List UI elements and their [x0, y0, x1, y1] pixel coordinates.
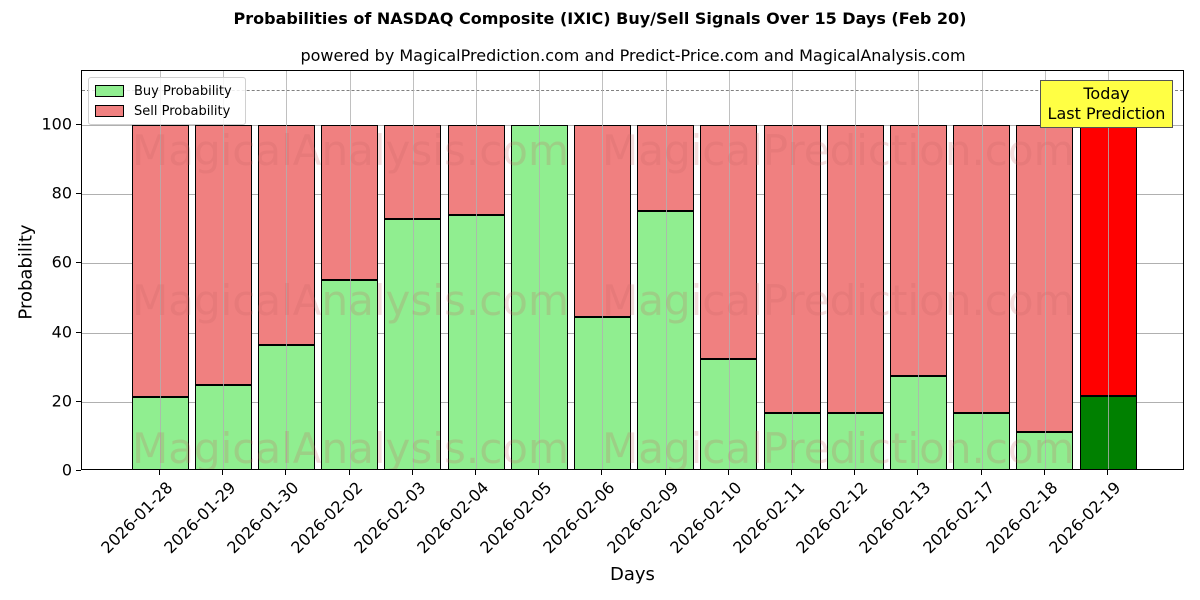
x-tick-mark [222, 470, 224, 475]
grid-line-vertical [223, 71, 225, 469]
grid-line-vertical [602, 71, 604, 469]
grid-line-horizontal [82, 263, 1183, 265]
legend-item-sell: Sell Probability [95, 103, 230, 119]
x-tick-mark [727, 470, 729, 475]
legend: Buy Probability Sell Probability [88, 77, 246, 125]
annotation-line-1: Today [1083, 84, 1130, 103]
grid-line-vertical [1044, 71, 1046, 469]
x-tick-mark [159, 470, 160, 475]
y-tick-label: 40 [51, 322, 72, 342]
y-axis-label: Probability [15, 224, 37, 320]
x-tick-mark [980, 470, 982, 475]
annotation-line-2: Last Prediction [1047, 104, 1166, 123]
x-axis-label: Days [610, 564, 655, 585]
grid-line-vertical [918, 71, 920, 469]
x-tick-mark [411, 470, 413, 475]
legend-swatch-buy [95, 85, 124, 97]
x-tick-mark [285, 470, 287, 475]
y-tick-mark [76, 193, 81, 195]
y-tick-mark [76, 470, 81, 471]
chart-title: Probabilities of NASDAQ Composite (IXIC)… [233, 9, 967, 28]
x-tick-mark [664, 470, 666, 475]
chart-subtitle: powered by MagicalPrediction.com and Pre… [300, 46, 966, 65]
x-tick-mark [854, 470, 856, 475]
grid-line-horizontal [82, 125, 1183, 126]
grid-line-vertical [539, 71, 541, 469]
x-tick-mark [348, 470, 350, 475]
y-tick-label: 80 [51, 183, 72, 203]
x-tick-mark [1043, 470, 1045, 475]
legend-label-sell: Sell Probability [134, 103, 231, 119]
x-tick-mark [538, 470, 540, 475]
grid-line-horizontal [82, 332, 1183, 334]
y-tick-mark [76, 124, 81, 125]
grid-line-vertical [476, 71, 477, 469]
grid-line-vertical [728, 71, 730, 469]
grid-line-horizontal [82, 194, 1183, 196]
grid-line-horizontal [82, 401, 1183, 403]
grid-line-vertical [1108, 71, 1109, 469]
y-tick-mark [76, 400, 81, 402]
y-tick-label: 0 [61, 460, 72, 480]
x-tick-mark [791, 470, 792, 475]
x-tick-mark [917, 470, 919, 475]
grid-line-vertical [286, 71, 288, 469]
y-tick-label: 60 [51, 252, 72, 272]
legend-swatch-sell [95, 105, 124, 117]
x-tick-mark [1107, 470, 1108, 475]
today-annotation: Today Last Prediction [1040, 80, 1173, 128]
legend-item-buy: Buy Probability [95, 83, 232, 99]
y-tick-label: 20 [51, 391, 72, 411]
grid-line-vertical [981, 71, 983, 469]
reference-line [82, 90, 1183, 92]
plot-area: MagicalAnalysis.com MagicalPrediction.com… [81, 70, 1184, 470]
grid-line-vertical [412, 71, 414, 469]
x-tick-mark [475, 470, 476, 475]
grid-line-vertical [665, 71, 667, 469]
y-tick-mark [76, 331, 81, 333]
grid-line-vertical [792, 71, 793, 469]
legend-label-buy: Buy Probability [134, 83, 232, 99]
y-tick-mark [76, 262, 81, 264]
x-tick-mark [601, 470, 603, 475]
grid-line-vertical [349, 71, 351, 469]
y-tick-label: 100 [41, 114, 72, 134]
grid-line-vertical [855, 71, 857, 469]
grid-line-vertical [160, 71, 161, 469]
